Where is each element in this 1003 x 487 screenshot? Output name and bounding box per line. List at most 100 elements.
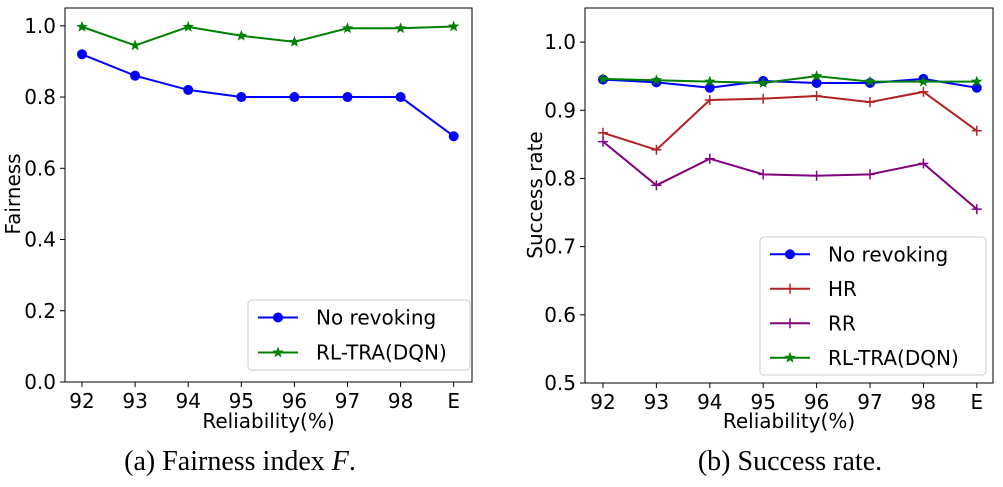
data-point bbox=[810, 70, 823, 82]
legend-item: RR bbox=[770, 311, 856, 335]
x-axis-label: Reliability(%) bbox=[202, 409, 334, 433]
data-point bbox=[650, 74, 663, 86]
y-tick-label: 0.6 bbox=[544, 303, 576, 327]
data-point bbox=[130, 70, 141, 81]
legend-marker bbox=[272, 346, 284, 358]
y-tick-label: 1.0 bbox=[24, 14, 56, 38]
x-tick-label: 94 bbox=[175, 389, 200, 413]
legend-box bbox=[759, 236, 987, 376]
series-rl-tra-dqn- bbox=[76, 20, 460, 51]
legend-item: HR bbox=[770, 277, 857, 301]
data-point bbox=[129, 39, 141, 51]
data-point bbox=[341, 22, 354, 34]
series-line bbox=[602, 75, 977, 85]
legend-item: RL-TRA(DQN) bbox=[770, 346, 959, 370]
legend-label: RL-TRA(DQN) bbox=[828, 346, 959, 370]
data-point bbox=[598, 136, 608, 147]
data-point bbox=[758, 93, 769, 104]
x-tick-label: 92 bbox=[69, 389, 94, 413]
series-line bbox=[602, 140, 978, 210]
series-line bbox=[602, 77, 977, 89]
data-point bbox=[289, 92, 300, 103]
legend-item: No revoking bbox=[258, 306, 436, 330]
data-point bbox=[235, 29, 248, 41]
x-axis-label: Reliability(%) bbox=[723, 409, 855, 433]
x-tick-label: 94 bbox=[697, 390, 722, 414]
data-point bbox=[758, 169, 769, 180]
series-rr bbox=[598, 136, 982, 215]
data-point bbox=[865, 169, 875, 180]
chart-panel-a: 0.0 0.2 0.4 0.6 0.8 1.0 92 93 94 95 96 97 98 E Reliabi… bbox=[1, 7, 473, 477]
figure-caption: (b) Success rate. bbox=[698, 446, 882, 477]
y-tick-label: 0.0 bbox=[24, 370, 56, 394]
x-tick-label: 93 bbox=[644, 390, 669, 414]
data-point bbox=[864, 75, 876, 87]
y-tick-label: 0.9 bbox=[544, 98, 576, 122]
x-tick-label: 95 bbox=[229, 389, 254, 413]
series-line bbox=[602, 90, 978, 151]
data-point bbox=[77, 49, 87, 60]
series-no-revoking bbox=[77, 49, 459, 142]
data-point bbox=[597, 72, 609, 84]
data-point bbox=[448, 131, 459, 142]
y-tick-label: 0.4 bbox=[24, 228, 56, 252]
x-tick-label: E bbox=[447, 389, 460, 413]
y-tick-label: 0.2 bbox=[24, 299, 56, 323]
legend-label: RL-TRA(DQN) bbox=[316, 341, 447, 365]
data-point bbox=[651, 144, 662, 155]
data-point bbox=[182, 20, 194, 32]
legend-label: No revoking bbox=[828, 242, 948, 266]
y-axis-label: Success rate bbox=[523, 131, 547, 259]
series-hr bbox=[598, 86, 982, 155]
legend-marker bbox=[273, 312, 283, 323]
data-point bbox=[236, 92, 247, 103]
data-point bbox=[598, 127, 608, 138]
x-tick-label: E bbox=[970, 390, 983, 414]
legend-marker bbox=[785, 318, 795, 329]
x-tick-label: 92 bbox=[590, 390, 615, 414]
y-tick-label: 1.0 bbox=[544, 30, 576, 54]
data-point bbox=[447, 20, 460, 32]
legend-label: RR bbox=[828, 311, 856, 335]
data-point bbox=[971, 204, 982, 215]
y-tick-label: 0.6 bbox=[24, 156, 56, 180]
data-point bbox=[918, 158, 929, 169]
series-line bbox=[81, 25, 454, 47]
legend: No revoking RL-TRA(DQN) bbox=[247, 299, 471, 371]
data-point bbox=[288, 35, 301, 47]
data-point bbox=[917, 75, 930, 87]
y-tick-label: 0.8 bbox=[24, 85, 56, 109]
legend-marker bbox=[785, 249, 795, 260]
legend-label: No revoking bbox=[316, 306, 436, 330]
data-point bbox=[971, 82, 982, 93]
x-tick-label: 96 bbox=[282, 389, 307, 413]
data-point bbox=[394, 22, 407, 34]
x-tick-label: 98 bbox=[911, 390, 936, 414]
data-point bbox=[971, 125, 982, 136]
data-point bbox=[704, 153, 715, 164]
legend-box bbox=[247, 299, 471, 371]
legend-marker bbox=[784, 351, 796, 363]
legend: No revoking HR RR RL-TRA(DQN) bbox=[759, 236, 987, 376]
chart-panel-b: 0.5 0.6 0.7 0.8 0.9 1.0 92 93 94 95 96 97 98 E Reliabi… bbox=[523, 7, 994, 477]
data-point bbox=[865, 97, 875, 108]
data-point bbox=[704, 82, 715, 93]
data-point bbox=[704, 75, 716, 87]
legend-marker bbox=[785, 283, 795, 294]
plot-frame bbox=[64, 7, 473, 383]
data-point bbox=[811, 170, 822, 181]
y-axis-label: Fairness bbox=[1, 153, 25, 234]
x-tick-label: 97 bbox=[335, 389, 360, 413]
data-point bbox=[811, 78, 822, 88]
data-point bbox=[971, 75, 983, 87]
data-point bbox=[811, 90, 822, 101]
data-point bbox=[183, 84, 194, 95]
data-point bbox=[76, 20, 88, 32]
data-point bbox=[342, 92, 353, 103]
x-tick-label: 96 bbox=[804, 390, 829, 414]
data-point bbox=[651, 180, 662, 191]
x-tick-label: 93 bbox=[122, 389, 147, 413]
plot-frame bbox=[584, 7, 994, 384]
y-tick-label: 0.7 bbox=[544, 235, 576, 259]
